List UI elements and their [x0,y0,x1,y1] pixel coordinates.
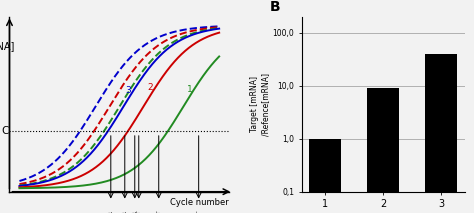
Bar [309,139,341,213]
Y-axis label: Target [mRNA]
/Refence[mRNA]: Target [mRNA] /Refence[mRNA] [250,73,270,136]
Text: 3: 3 [125,86,131,95]
Text: CT₁T: CT₁T [196,210,201,213]
Text: CT₂R: CT₂R [132,210,137,213]
Text: CT₂R: CT₂R [122,210,128,213]
Text: C: C [1,126,9,136]
Text: B: B [269,0,280,14]
Text: 2: 2 [147,83,153,92]
Text: 1: 1 [187,85,193,94]
Text: [DNA]: [DNA] [0,42,14,52]
Text: CT₃T: CT₃T [136,210,141,213]
Text: CT₁R: CT₁R [108,210,113,213]
Text: Cycle number: Cycle number [170,198,229,207]
Bar [425,54,457,213]
Text: CT₃T: CT₃T [156,210,161,213]
Bar [367,88,399,213]
